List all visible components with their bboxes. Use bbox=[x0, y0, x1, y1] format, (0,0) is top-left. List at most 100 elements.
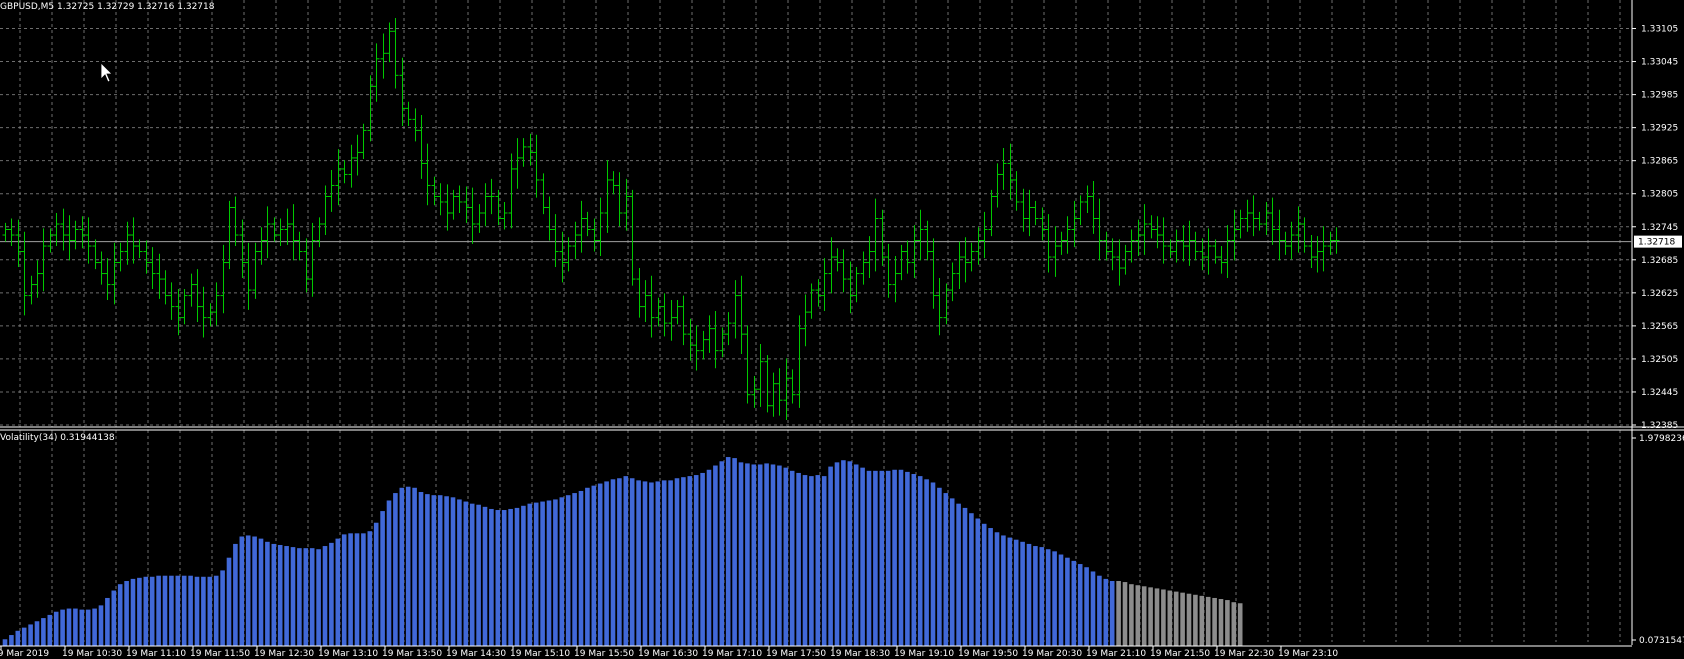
volatility-bar bbox=[565, 495, 571, 646]
volatility-bar bbox=[610, 479, 616, 646]
volatility-bar bbox=[649, 482, 654, 646]
time-axis-label: 19 Mar 23:10 bbox=[1278, 649, 1338, 659]
volatility-bar bbox=[1109, 581, 1115, 646]
volatility-bar bbox=[789, 470, 795, 646]
volatility-projection-bar bbox=[1148, 587, 1153, 646]
price-axis-label: 1.32565 bbox=[1641, 322, 1678, 332]
volatility-projection-bar bbox=[1237, 603, 1243, 646]
volatility-bar bbox=[585, 487, 590, 646]
volatility-bar bbox=[399, 487, 405, 646]
volatility-bar bbox=[143, 576, 149, 646]
volatility-projection-bar bbox=[1116, 581, 1121, 646]
volatility-bar bbox=[636, 480, 641, 646]
volatility-bar bbox=[405, 486, 411, 646]
time-axis-label: 19 Mar 17:50 bbox=[766, 649, 826, 659]
volatility-bar bbox=[41, 618, 46, 646]
volatility-bar bbox=[713, 465, 718, 646]
volatility-bar bbox=[188, 575, 193, 646]
volatility-bar bbox=[604, 481, 609, 646]
volatility-bar bbox=[1026, 543, 1032, 646]
volatility-bar bbox=[911, 474, 917, 646]
volatility-bar bbox=[117, 584, 123, 646]
volatility-bar bbox=[898, 469, 904, 646]
volatility-bar bbox=[572, 493, 577, 646]
price-axis-label: 1.32385 bbox=[1641, 421, 1678, 431]
volatility-bar bbox=[553, 499, 558, 646]
price-axis-label: 1.32865 bbox=[1641, 157, 1678, 167]
volatility-bar bbox=[418, 492, 424, 646]
volatility-bar bbox=[2, 639, 8, 646]
volatility-bar bbox=[732, 458, 737, 646]
volatility-bar bbox=[674, 478, 680, 646]
volatility-bar bbox=[169, 575, 174, 646]
volatility-bar bbox=[853, 464, 859, 646]
volatility-bar bbox=[73, 608, 78, 646]
volatility-bar bbox=[617, 478, 622, 646]
price-axis-label: 1.32685 bbox=[1641, 256, 1678, 266]
time-axis-label: 19 Mar 15:10 bbox=[510, 649, 570, 659]
volatility-bar bbox=[597, 483, 603, 646]
volatility-projection-bar bbox=[1186, 593, 1192, 646]
volatility-bar bbox=[1052, 551, 1057, 646]
volatility-bar bbox=[194, 576, 200, 646]
price-axis-label: 1.32625 bbox=[1641, 289, 1678, 299]
volatility-projection-bar bbox=[1205, 596, 1211, 646]
volatility-bar bbox=[271, 543, 277, 646]
time-axis-label: 19 Mar 12:30 bbox=[254, 649, 314, 659]
volatility-bar bbox=[469, 503, 475, 646]
volatility-bar bbox=[425, 494, 430, 646]
volatility-bar bbox=[809, 476, 814, 646]
volatility-bar bbox=[885, 470, 891, 646]
volatility-bar bbox=[981, 523, 987, 646]
volatility-bar bbox=[1033, 546, 1038, 646]
volatility-bar bbox=[892, 469, 897, 646]
volatility-projection-bar bbox=[1218, 599, 1224, 646]
volatility-bar bbox=[1084, 567, 1089, 646]
volatility-bar bbox=[21, 627, 27, 646]
volatility-bar bbox=[866, 470, 872, 646]
volatility-projection-bar bbox=[1199, 595, 1205, 646]
price-axis-label: 1.33045 bbox=[1641, 58, 1678, 68]
volatility-bar bbox=[1013, 539, 1019, 646]
volatility-bar bbox=[943, 493, 949, 646]
volatility-bar bbox=[745, 463, 750, 646]
volatility-bar bbox=[623, 476, 629, 646]
volatility-bar bbox=[751, 464, 757, 646]
volatility-bar bbox=[181, 575, 187, 646]
volatility-projection-bar bbox=[1129, 584, 1134, 646]
price-axis-label: 1.33105 bbox=[1641, 25, 1678, 35]
volatility-bar bbox=[655, 481, 661, 646]
volatility-bar bbox=[28, 624, 33, 646]
volatility-bar bbox=[226, 557, 232, 646]
volatility-bar bbox=[917, 476, 923, 646]
volatility-bar bbox=[207, 576, 213, 646]
volatility-bar bbox=[828, 466, 833, 646]
volatility-bar bbox=[533, 502, 539, 646]
volatility-bar bbox=[354, 533, 360, 646]
volatility-axis-label: 1.9798236 bbox=[1639, 434, 1684, 444]
volatility-bar bbox=[15, 630, 21, 646]
volatility-bar bbox=[329, 542, 334, 646]
volatility-bar bbox=[252, 536, 257, 646]
price-axis-label: 1.32745 bbox=[1641, 223, 1678, 233]
volatility-projection-bar bbox=[1225, 600, 1230, 646]
volatility-bar bbox=[642, 481, 648, 646]
volatility-bar bbox=[514, 507, 520, 646]
time-axis-label: 19 Mar 13:10 bbox=[318, 649, 378, 659]
volatility-projection-bar bbox=[1180, 592, 1185, 646]
volatility-bar bbox=[361, 533, 366, 646]
volatility-bar bbox=[284, 546, 289, 646]
volatility-projection-bar bbox=[1173, 591, 1179, 646]
volatility-bar bbox=[489, 508, 494, 646]
volatility-bar bbox=[431, 495, 437, 646]
volatility-bar bbox=[79, 609, 85, 646]
volatility-bar bbox=[60, 609, 65, 646]
volatility-bar bbox=[777, 465, 782, 646]
volatility-bar bbox=[1020, 541, 1025, 646]
volatility-bar bbox=[661, 480, 667, 646]
volatility-bar bbox=[796, 472, 801, 646]
time-axis-label: 19 Mar 15:50 bbox=[574, 649, 634, 659]
volatility-bar bbox=[201, 576, 206, 646]
